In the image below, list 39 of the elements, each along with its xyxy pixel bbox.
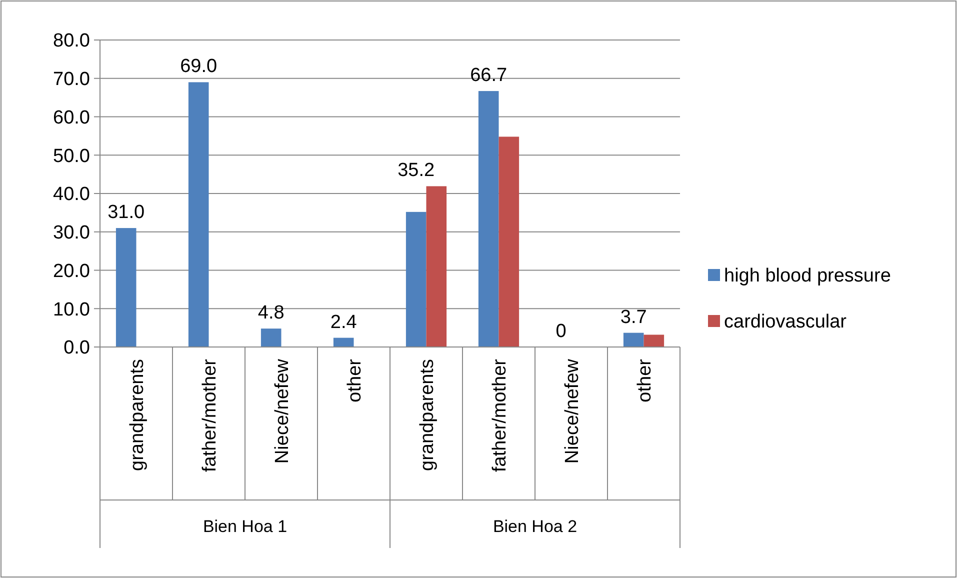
y-tick-label: 40.0	[53, 184, 90, 206]
text: Bien Hoa 1	[202, 516, 288, 536]
data-label: 2.4	[330, 312, 358, 333]
data-label: 4.8	[258, 302, 284, 324]
data-label: 69.0	[180, 56, 218, 78]
x-tick-label: father/mother	[489, 358, 510, 472]
text: Bien Hoa 2	[492, 516, 578, 536]
y-tick-label: 0.0	[64, 338, 90, 359]
y-tick-label: 30.0	[53, 222, 90, 244]
y-tick-label: 80.0	[53, 30, 90, 52]
y-tick-label: 60.0	[53, 107, 90, 128]
y-tick-label: 70.0	[53, 69, 90, 90]
x-tick-label: other	[344, 358, 366, 402]
x-tick-label: Niece/nefew	[562, 358, 583, 464]
data-label: 31.0	[108, 202, 145, 224]
bar	[188, 82, 209, 347]
bar	[116, 228, 136, 347]
bar	[426, 186, 447, 347]
y-tick-label: 20.0	[53, 260, 90, 282]
legend-label: cardiovascular	[724, 312, 848, 333]
bar	[260, 328, 282, 347]
y-tick-label: 50.0	[53, 146, 90, 167]
x-tick-label: grandparents	[416, 359, 438, 471]
data-label: 35.2	[398, 160, 435, 182]
bar	[498, 136, 520, 347]
data-label: 66.7	[470, 65, 508, 86]
x-tick-label: father/mother	[199, 358, 220, 472]
bar	[333, 338, 354, 347]
data-label: 3.7	[620, 306, 647, 328]
bar	[644, 334, 664, 347]
legend-label: high blood pressure	[724, 266, 891, 287]
bar	[406, 212, 426, 347]
data-label: 0	[556, 321, 566, 342]
y-tick-label: 10.0	[53, 299, 90, 320]
x-tick-label: grandparents	[126, 359, 148, 471]
x-tick-label: other	[634, 358, 656, 402]
bar	[623, 332, 644, 347]
x-tick-label: Niece/nefew	[272, 358, 293, 464]
bar	[478, 91, 499, 347]
